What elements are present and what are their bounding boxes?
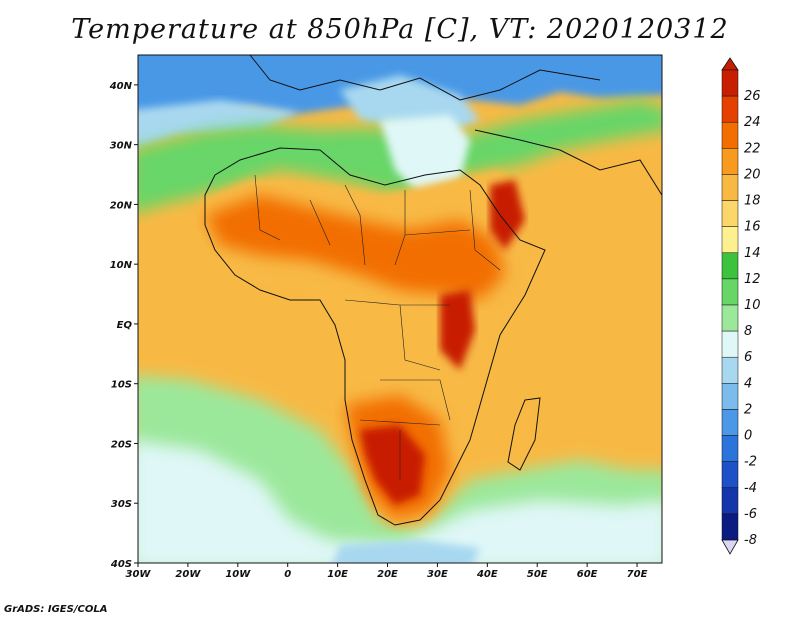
x-tick-label: 10W: [225, 569, 251, 580]
x-tick-label: 20E: [377, 569, 398, 580]
coastlines: [204, 55, 662, 526]
colorbar-label: 8: [744, 324, 752, 339]
country-borders: [254, 174, 501, 480]
x-tick-label: 60E: [577, 569, 598, 580]
colorbar-swatch: [721, 435, 739, 462]
x-tick-label: 20W: [175, 569, 201, 580]
northern-cool-region-2: [138, 100, 300, 148]
y-tick-label: EQ: [117, 320, 133, 331]
colorbar-label: -6: [744, 507, 757, 522]
colorbar-label: 18: [744, 194, 761, 209]
rift-valley-hot: [440, 290, 475, 370]
colorbar-label: 16: [744, 220, 761, 235]
colorbar-swatch: [721, 330, 739, 358]
x-tick-label: 30W: [126, 569, 152, 580]
map-field: [138, 55, 662, 563]
map-title: Temperature at 850hPa [C], VT: 202012031…: [71, 14, 729, 45]
y-tick-label: 10S: [111, 380, 132, 391]
sahel-hot-region: [205, 195, 505, 300]
x-tick-label: 40E: [476, 569, 498, 580]
southern-cold-ocean: [138, 441, 662, 563]
colorbar-swatch: [721, 148, 739, 175]
plot-frame: [137, 54, 663, 564]
arabia-coastline: [474, 129, 662, 197]
x-tick-label: 30E: [427, 569, 448, 580]
colorbar-swatch: [721, 252, 739, 280]
colorbar-swatch: [721, 95, 739, 123]
y-tick-label: 10N: [110, 260, 133, 271]
colorbar-swatch: [721, 200, 739, 227]
colorbar-label: 0: [744, 429, 752, 444]
colorbar-label: 20: [744, 167, 761, 182]
colorbar-swatch: [721, 461, 739, 489]
colorbar-label: 24: [744, 115, 761, 130]
colorbar-swatch: [721, 487, 739, 515]
y-tick-label: 20N: [110, 200, 133, 211]
colorbar-swatch: [721, 409, 739, 436]
africa-coastline: [204, 147, 546, 526]
y-axis: 40N 30N 20N 10N EQ 10S 20S 30S 40S: [109, 81, 138, 570]
colorbar-label: 12: [744, 272, 761, 287]
colorbar-label: 2: [744, 402, 752, 417]
grads-credit: GrADS: IGES/COLA: [4, 604, 108, 615]
colorbar-label: -8: [744, 533, 757, 548]
colorbar-label: 10: [744, 298, 761, 313]
colorbar-swatch: [721, 121, 739, 149]
europe-coastline: [249, 55, 601, 101]
x-axis: 30W 20W 10W 0 10E 20E 30E 40E 50E 60E 70E: [126, 563, 648, 580]
x-tick-label: 10E: [327, 569, 348, 580]
x-tick-label: 70E: [627, 569, 648, 580]
y-tick-label: 40N: [109, 81, 133, 92]
x-tick-label: 0: [284, 569, 291, 580]
colorbar-label: 14: [744, 246, 761, 261]
colorbar-top-arrow: [721, 57, 739, 71]
ethiopia-hot-region: [490, 180, 525, 250]
kalahari-hottest: [360, 425, 425, 505]
colorbar-label: 26: [744, 89, 761, 104]
madagascar-coastline: [507, 397, 541, 471]
colorbar-swatch: [721, 278, 739, 306]
y-tick-label: 30N: [110, 141, 133, 152]
x-tick-label: 50E: [527, 569, 548, 580]
southern-deep-cold: [332, 540, 480, 563]
colorbar-label: 6: [744, 350, 752, 365]
colorbar-label: -4: [744, 481, 757, 496]
colorbar-label: 4: [744, 376, 752, 391]
colorbar-swatch: [721, 383, 739, 410]
y-tick-label: 40S: [110, 559, 132, 570]
colorbar-swatch: [721, 513, 739, 541]
colorbar-swatch: [721, 174, 739, 201]
madagascar: [508, 398, 540, 470]
colorbar-swatch: [721, 69, 739, 97]
y-tick-label: 30S: [111, 499, 132, 510]
colorbar-bottom-arrow: [721, 539, 739, 555]
y-tick-label: 20S: [111, 439, 132, 450]
colorbar-label: 22: [744, 141, 761, 156]
egypt-cool-patch: [380, 115, 470, 195]
colorbar-swatch: [721, 356, 739, 384]
colorbar-label: -2: [744, 455, 757, 470]
colorbar-swatch: [721, 226, 739, 254]
colorbar-swatch: [721, 304, 739, 332]
